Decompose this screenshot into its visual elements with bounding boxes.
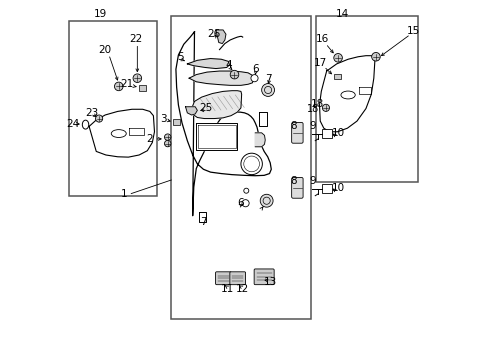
Circle shape [333, 54, 342, 62]
Circle shape [242, 200, 248, 207]
FancyBboxPatch shape [291, 122, 303, 143]
Polygon shape [191, 91, 241, 118]
Polygon shape [176, 32, 271, 216]
Text: 10: 10 [331, 183, 344, 193]
FancyBboxPatch shape [254, 269, 274, 285]
Text: 18: 18 [310, 99, 323, 109]
Bar [322, 184, 332, 193]
Bar [322, 129, 332, 138]
Text: 20: 20 [98, 45, 111, 55]
Circle shape [260, 194, 272, 207]
FancyBboxPatch shape [229, 272, 245, 285]
Text: 13: 13 [263, 277, 276, 287]
Bar [315, 16, 417, 182]
Text: 23: 23 [85, 108, 98, 118]
Text: 2: 2 [146, 134, 152, 144]
Text: 19: 19 [94, 9, 107, 19]
Text: 11: 11 [220, 284, 233, 294]
Text: 9: 9 [309, 176, 316, 186]
Circle shape [164, 140, 171, 147]
Bar [333, 73, 340, 79]
FancyBboxPatch shape [291, 177, 303, 198]
Text: 17: 17 [313, 58, 326, 68]
Bar [173, 119, 180, 125]
Text: 24: 24 [66, 118, 80, 129]
Text: 26: 26 [207, 28, 220, 39]
Polygon shape [216, 30, 225, 44]
Text: 6: 6 [252, 64, 259, 74]
Circle shape [322, 104, 329, 111]
Polygon shape [255, 133, 264, 147]
Text: 7: 7 [265, 74, 271, 84]
Polygon shape [196, 123, 237, 150]
Circle shape [261, 84, 274, 96]
Text: 4: 4 [225, 60, 232, 70]
Bar [69, 21, 157, 196]
Circle shape [95, 115, 102, 122]
Bar [171, 16, 310, 319]
Text: 9: 9 [309, 121, 316, 131]
Circle shape [164, 134, 171, 140]
Text: 8: 8 [290, 176, 297, 186]
Polygon shape [185, 107, 197, 115]
Text: 12: 12 [236, 284, 249, 294]
Polygon shape [89, 109, 154, 157]
Text: 21: 21 [121, 79, 134, 89]
Text: 16: 16 [315, 34, 328, 44]
Text: 25: 25 [199, 103, 212, 113]
Text: 5: 5 [177, 52, 183, 62]
Text: 6: 6 [236, 198, 243, 208]
Text: 10: 10 [331, 128, 344, 138]
Text: 8: 8 [290, 121, 297, 131]
Circle shape [133, 74, 142, 82]
Text: 14: 14 [335, 9, 348, 19]
Bar [139, 85, 146, 91]
Text: 15: 15 [406, 26, 419, 36]
Polygon shape [187, 59, 229, 68]
FancyBboxPatch shape [215, 272, 231, 285]
Text: 3: 3 [160, 114, 166, 124]
Text: 7: 7 [200, 217, 206, 227]
Circle shape [250, 75, 258, 82]
Circle shape [230, 70, 238, 79]
Text: 18: 18 [306, 104, 319, 113]
Text: 22: 22 [129, 34, 142, 44]
Text: 1: 1 [121, 189, 127, 199]
Polygon shape [319, 56, 374, 132]
Polygon shape [189, 71, 253, 85]
Circle shape [371, 53, 380, 61]
Circle shape [114, 82, 123, 91]
